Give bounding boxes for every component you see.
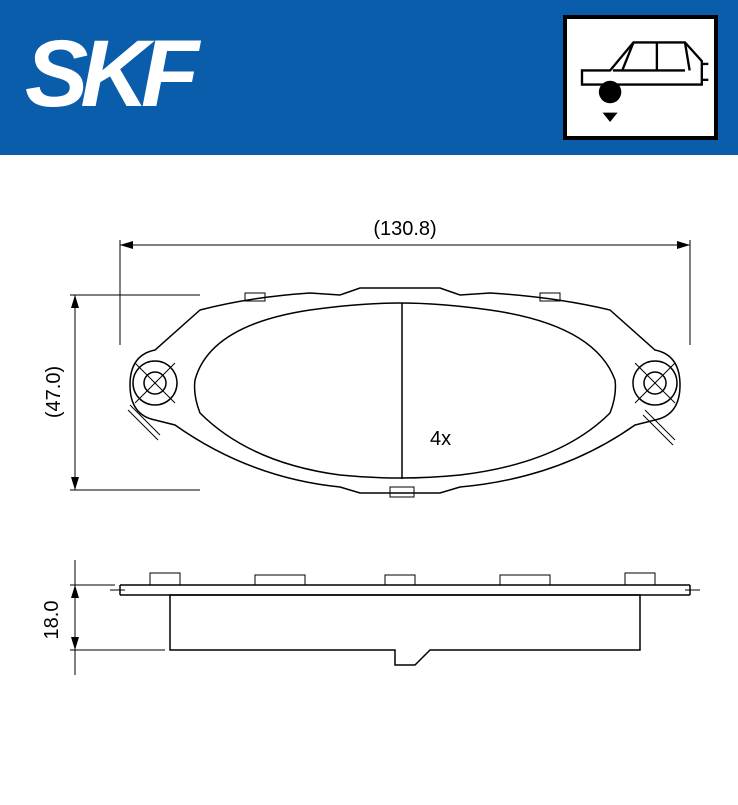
technical-drawing: (130.8) (47.0): [0, 155, 738, 800]
width-label: (130.8): [373, 218, 436, 240]
brand-logo: SKF: [25, 20, 191, 129]
dimension-width: (130.8): [120, 218, 690, 345]
brake-pad-side-view: [110, 573, 700, 665]
quantity-label: 4x: [430, 428, 451, 450]
height-label: (47.0): [43, 366, 65, 418]
axle-position-icon: [563, 15, 718, 140]
dimension-height: (47.0): [43, 295, 200, 490]
dimension-thickness: 18.0: [41, 560, 165, 675]
header-bar: SKF: [0, 0, 738, 155]
thickness-label: 18.0: [41, 601, 63, 640]
brake-pad-front-view: 4x: [128, 288, 680, 497]
